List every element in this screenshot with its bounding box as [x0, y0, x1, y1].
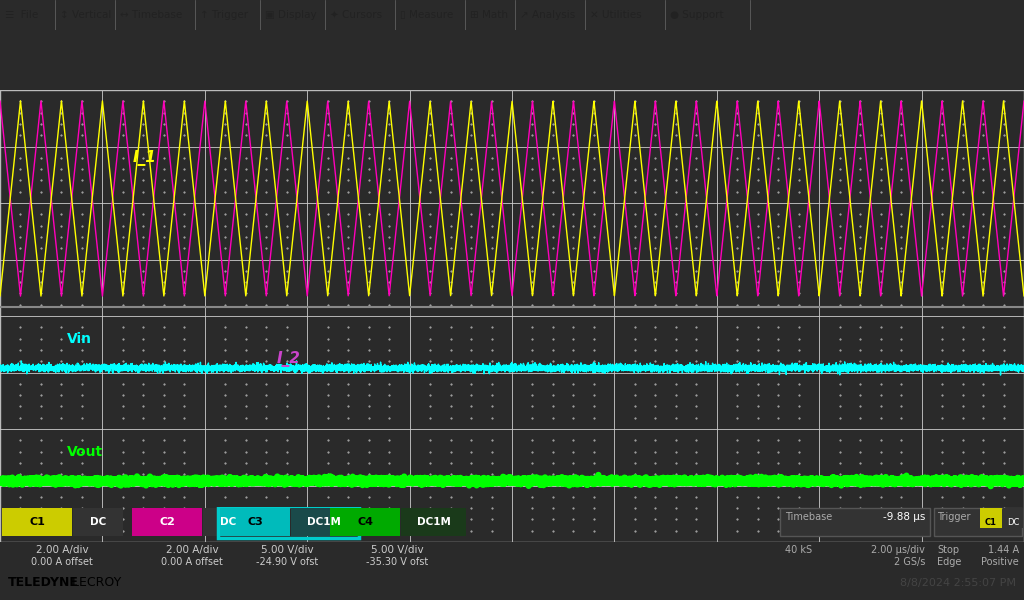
Text: ▣ Display: ▣ Display: [265, 10, 316, 20]
Text: 2.00 A/div: 2.00 A/div: [166, 545, 218, 555]
Bar: [2, 508, 72, 536]
Text: -35.30 V ofst: -35.30 V ofst: [367, 557, 429, 567]
Text: Vin: Vin: [67, 332, 91, 346]
Text: ● Support: ● Support: [670, 10, 724, 20]
Text: DC: DC: [1007, 518, 1019, 527]
Text: 40 kS: 40 kS: [785, 545, 812, 555]
Text: Positive: Positive: [981, 557, 1019, 567]
Text: 1.44 A: 1.44 A: [988, 545, 1019, 555]
Bar: [330, 508, 400, 536]
Bar: [132, 508, 202, 536]
Text: ✦ Cursors: ✦ Cursors: [330, 10, 382, 20]
Text: Stop: Stop: [937, 545, 959, 555]
Text: LECROY: LECROY: [68, 576, 121, 589]
Text: ↕ Vertical: ↕ Vertical: [60, 10, 112, 20]
Bar: [220, 508, 290, 536]
Bar: [73, 508, 123, 536]
Text: C2: C2: [159, 517, 175, 527]
Text: ↔ Timebase: ↔ Timebase: [120, 10, 182, 20]
Bar: [203, 508, 253, 536]
Text: C1: C1: [985, 518, 997, 527]
Bar: [934, 508, 1022, 536]
Text: 5.00 V/div: 5.00 V/div: [371, 545, 424, 555]
Text: DC: DC: [90, 517, 106, 527]
Bar: [218, 506, 359, 538]
Text: ↗ Analysis: ↗ Analysis: [520, 10, 575, 20]
Text: I_2: I_2: [276, 352, 300, 367]
Text: Vout: Vout: [67, 445, 102, 459]
Text: C4: C4: [357, 517, 373, 527]
Bar: [780, 508, 930, 536]
Text: ⊞ Math: ⊞ Math: [470, 10, 508, 20]
Text: C3: C3: [247, 517, 263, 527]
Text: ▯ Measure: ▯ Measure: [400, 10, 454, 20]
Text: Timebase: Timebase: [785, 512, 833, 521]
Text: DC1M: DC1M: [306, 517, 340, 527]
Text: DC1M: DC1M: [417, 517, 451, 527]
Text: Edge: Edge: [937, 557, 962, 567]
Text: DC: DC: [220, 517, 237, 527]
Text: ☰  File: ☰ File: [5, 10, 38, 20]
Text: 0.00 A offset: 0.00 A offset: [31, 557, 93, 567]
Text: 2 GS/s: 2 GS/s: [894, 557, 925, 567]
Text: -9.88 μs: -9.88 μs: [883, 512, 925, 521]
Text: TELEDYNE: TELEDYNE: [8, 576, 79, 589]
Text: 2.00 μs/div: 2.00 μs/div: [871, 545, 925, 555]
Bar: [401, 508, 466, 536]
Text: Trigger: Trigger: [937, 512, 971, 521]
Text: 2.00 A/div: 2.00 A/div: [36, 545, 88, 555]
Text: 0.00 A offset: 0.00 A offset: [161, 557, 223, 567]
Bar: [291, 508, 356, 536]
Text: C1: C1: [29, 517, 45, 527]
Text: ↑ Trigger: ↑ Trigger: [200, 10, 248, 20]
Bar: [980, 508, 1002, 528]
Text: I_1: I_1: [133, 151, 157, 166]
Text: 5.00 V/div: 5.00 V/div: [261, 545, 313, 555]
Text: 8/8/2024 2:55:07 PM: 8/8/2024 2:55:07 PM: [900, 578, 1016, 587]
Text: -24.90 V ofst: -24.90 V ofst: [256, 557, 318, 567]
Bar: [1002, 508, 1023, 528]
Text: ✕ Utilities: ✕ Utilities: [590, 10, 642, 20]
